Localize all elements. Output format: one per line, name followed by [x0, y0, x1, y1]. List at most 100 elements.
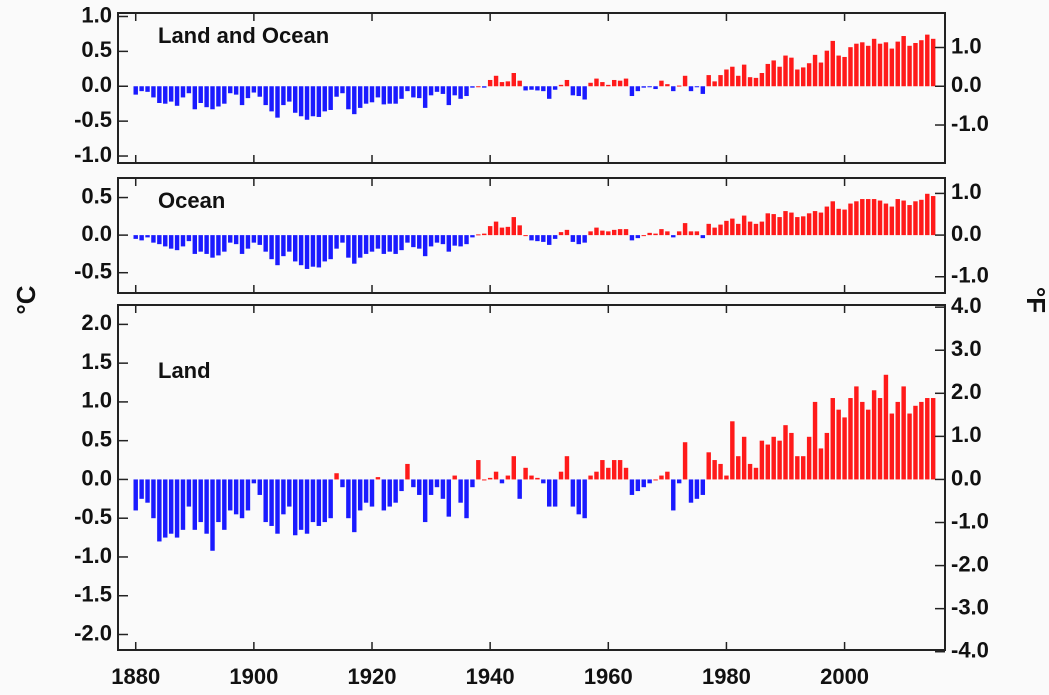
- bar: [771, 60, 776, 87]
- bar: [216, 479, 221, 523]
- bar: [694, 479, 700, 499]
- bar: [440, 479, 446, 499]
- bar: [600, 230, 605, 236]
- bar: [287, 86, 292, 102]
- x-tick-label: 2000: [820, 664, 869, 689]
- bar: [913, 405, 918, 480]
- bar: [222, 479, 227, 530]
- bar: [541, 479, 546, 484]
- bar: [357, 235, 363, 258]
- y-tick-label: 1.0: [81, 2, 112, 27]
- y-tick-label: 0.5: [81, 37, 112, 62]
- bar: [405, 86, 410, 92]
- bar: [269, 479, 274, 526]
- bar: [665, 84, 670, 87]
- bar: [263, 479, 268, 523]
- bar: [907, 413, 912, 480]
- bar: [145, 235, 150, 238]
- panel-label: Land and Ocean: [158, 23, 329, 48]
- bar: [883, 203, 889, 236]
- bar: [292, 86, 298, 113]
- bar: [186, 479, 192, 507]
- bar: [363, 235, 369, 254]
- bar: [310, 86, 316, 117]
- bar: [381, 479, 387, 511]
- bar: [606, 467, 611, 480]
- bar: [145, 479, 150, 503]
- bar: [611, 79, 617, 87]
- bar: [428, 479, 434, 495]
- bar: [452, 86, 457, 96]
- bar: [871, 390, 877, 480]
- bar: [812, 211, 818, 236]
- bar: [340, 86, 345, 94]
- bar: [174, 479, 180, 538]
- bar: [198, 235, 203, 252]
- bar: [198, 479, 203, 523]
- bar: [547, 86, 552, 99]
- bar: [795, 69, 800, 87]
- bar: [647, 86, 652, 88]
- bar: [334, 86, 339, 97]
- bar: [570, 235, 576, 242]
- bar: [228, 86, 233, 94]
- bar: [848, 398, 853, 480]
- y2-axis-label: °F: [1021, 287, 1049, 313]
- bar: [865, 199, 871, 236]
- bar: [298, 86, 304, 117]
- bar: [375, 477, 381, 480]
- bar: [529, 235, 534, 241]
- bar: [163, 479, 168, 538]
- bar: [789, 212, 794, 236]
- bar: [865, 45, 871, 87]
- y2-tick-label: -3.0: [951, 594, 989, 619]
- bar: [836, 55, 841, 87]
- bar: [694, 86, 700, 88]
- bar: [877, 398, 883, 480]
- bar: [511, 456, 516, 480]
- bar: [889, 48, 895, 87]
- bar: [310, 479, 316, 523]
- bar: [298, 235, 304, 266]
- y2-tick-label: 0.0: [951, 72, 982, 97]
- bar: [818, 448, 824, 480]
- y-tick-label: 0.0: [81, 465, 112, 490]
- bar: [411, 86, 416, 98]
- bar: [446, 86, 452, 106]
- bar: [848, 203, 853, 236]
- bar: [741, 215, 747, 236]
- bar: [163, 86, 168, 104]
- bar: [606, 231, 611, 236]
- bar: [263, 86, 268, 106]
- bar: [641, 479, 646, 488]
- bar: [730, 421, 735, 480]
- bar: [523, 86, 528, 91]
- bar: [623, 229, 629, 236]
- bar: [352, 86, 357, 115]
- bar: [228, 235, 233, 243]
- bar: [275, 479, 280, 534]
- bar: [322, 235, 327, 262]
- bar: [930, 398, 936, 480]
- bar: [210, 235, 215, 258]
- bar: [316, 479, 322, 526]
- bar: [783, 425, 788, 480]
- bar: [647, 479, 652, 484]
- bar: [157, 235, 162, 245]
- bar: [558, 232, 564, 236]
- bar: [552, 86, 558, 90]
- bar: [304, 86, 310, 120]
- bar: [842, 56, 847, 87]
- bar: [210, 86, 215, 110]
- bar: [682, 223, 688, 236]
- bar: [812, 401, 818, 480]
- bar: [771, 214, 776, 236]
- bar: [765, 213, 771, 236]
- bar: [222, 86, 227, 104]
- bar: [180, 235, 186, 247]
- x-tick-label: 1920: [348, 664, 397, 689]
- bar: [422, 479, 428, 523]
- bar: [269, 235, 274, 260]
- y-tick-label: -0.5: [74, 259, 112, 284]
